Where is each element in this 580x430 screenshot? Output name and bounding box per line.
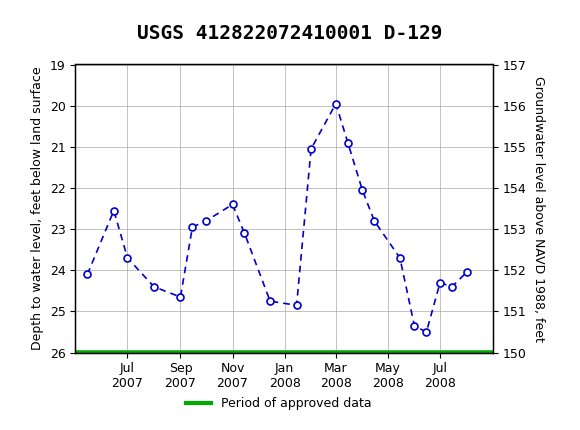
Y-axis label: Groundwater level above NAVD 1988, feet: Groundwater level above NAVD 1988, feet — [532, 76, 545, 341]
Legend: Period of approved data: Period of approved data — [180, 392, 376, 415]
Text: USGS 412822072410001 D-129: USGS 412822072410001 D-129 — [137, 24, 443, 43]
Y-axis label: Depth to water level, feet below land surface: Depth to water level, feet below land su… — [31, 67, 44, 350]
Text: ╳USGS: ╳USGS — [17, 9, 72, 30]
